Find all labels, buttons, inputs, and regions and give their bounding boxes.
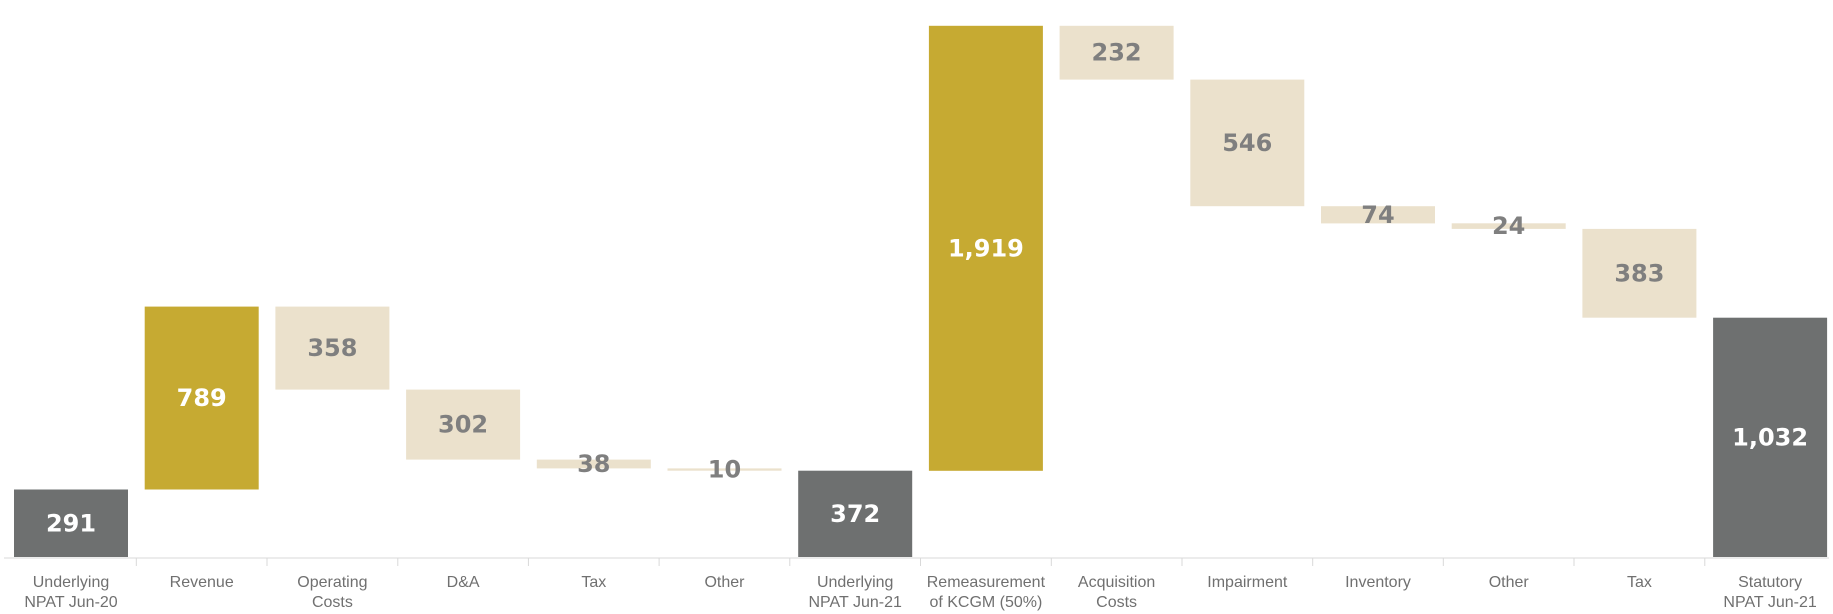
data-label: 302	[438, 411, 488, 439]
bar-decrease	[1059, 25, 1174, 80]
category-label-line: NPAT Jun-21	[809, 594, 902, 611]
category-label: Revenue	[170, 574, 234, 591]
data-label: 38	[577, 450, 610, 478]
data-label: 10	[708, 456, 741, 484]
category-label-line: Other	[1489, 574, 1530, 591]
category-label-line: Operating	[297, 574, 367, 591]
bar-decrease	[667, 468, 782, 471]
data-label: 358	[307, 334, 357, 362]
category-label: Underlying NPAT Jun-20	[24, 574, 117, 611]
bar-increase	[144, 306, 259, 490]
data-label: 74	[1361, 201, 1394, 229]
data-labels-layer: 291 789 358 302 38 10 372 1,919 232 546 74 24 383 1,0…	[46, 39, 1808, 538]
bar-decrease	[1451, 223, 1566, 229]
category-label: Statutory NPAT Jun-21	[1723, 574, 1816, 611]
bar-decrease	[1190, 79, 1305, 207]
data-label: 383	[1614, 259, 1664, 287]
bar-increase	[928, 25, 1043, 471]
data-label: 1,919	[948, 234, 1024, 262]
bar-decrease	[275, 306, 390, 390]
category-label-line: Underlying	[817, 574, 893, 591]
category-label-line: of KCGM (50%)	[929, 594, 1042, 611]
category-label-line: NPAT Jun-20	[24, 594, 117, 611]
category-label-line: Acquisition	[1078, 574, 1155, 591]
category-label-line: Inventory	[1345, 574, 1411, 591]
category-label-line: Tax	[1627, 574, 1652, 591]
data-label: 1,032	[1732, 423, 1808, 451]
bar-decrease	[536, 459, 651, 469]
category-label-line: Other	[704, 574, 745, 591]
category-label: Tax	[581, 574, 606, 591]
bar-total	[14, 489, 128, 557]
data-label: 546	[1222, 129, 1272, 157]
category-labels-layer: Underlying NPAT Jun-20 Revenue Operating Cos…	[24, 574, 1817, 611]
category-label-line: NPAT Jun-21	[1723, 594, 1816, 611]
bar-total	[798, 470, 913, 557]
data-label: 232	[1092, 39, 1142, 67]
category-label: Operating Costs	[297, 574, 367, 611]
bar-decrease	[406, 389, 521, 460]
data-label: 789	[177, 384, 227, 412]
category-label-line: Revenue	[170, 574, 234, 591]
category-label-line: Costs	[312, 594, 353, 611]
bar-decrease	[1582, 228, 1697, 318]
data-label: 291	[46, 509, 96, 537]
category-label: Other	[704, 574, 745, 591]
category-label: Inventory	[1345, 574, 1411, 591]
category-label-line: D&A	[447, 574, 480, 591]
category-label: Acquisition Costs	[1078, 574, 1155, 611]
x-axis-ticks	[135, 558, 1706, 566]
data-label: 372	[830, 500, 880, 528]
bar-total	[1713, 317, 1828, 557]
category-label: Other	[1489, 574, 1530, 591]
data-label: 24	[1492, 212, 1525, 240]
category-label-line: Impairment	[1207, 574, 1288, 591]
category-label: D&A	[447, 574, 480, 591]
category-label-line: Costs	[1096, 594, 1137, 611]
bars-layer	[14, 25, 1828, 557]
category-label: Impairment	[1207, 574, 1288, 591]
category-label-line: Tax	[581, 574, 606, 591]
category-label-line: Statutory	[1738, 574, 1802, 591]
category-label: Tax	[1627, 574, 1652, 591]
category-label-line: Underlying	[33, 574, 109, 591]
category-label: Remeasurement of KCGM (50%)	[927, 574, 1046, 611]
bar-decrease	[1321, 206, 1435, 224]
category-label-line: Remeasurement	[927, 574, 1046, 591]
category-label: Underlying NPAT Jun-21	[809, 574, 902, 611]
